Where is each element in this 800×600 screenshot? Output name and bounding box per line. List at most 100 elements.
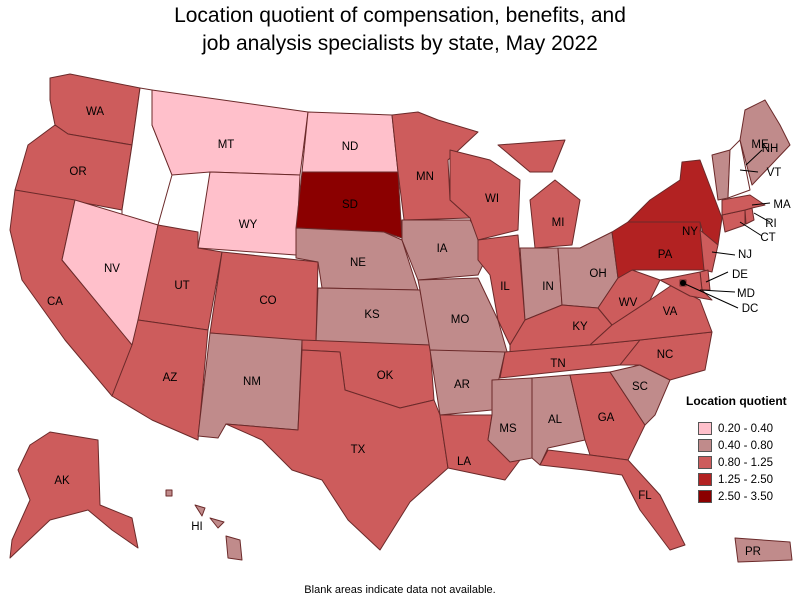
label-ks: KS [364, 309, 380, 321]
label-tn: TN [550, 358, 565, 370]
leader-vt [739, 169, 759, 173]
label-mi: MI [552, 217, 565, 229]
label-wa: WA [86, 106, 104, 118]
state-wy[interactable] [197, 171, 301, 256]
legend-label: 2.50 - 3.50 [718, 491, 773, 503]
label-ma: MA [773, 199, 791, 211]
leader-md [699, 289, 736, 293]
title-line-2: job analysis specialists by state, May 2… [202, 32, 598, 55]
label-wv: WV [619, 297, 638, 309]
state-sd[interactable] [295, 171, 403, 239]
leader-ma [751, 202, 771, 206]
legend-swatch [698, 439, 712, 453]
label-ga: GA [598, 412, 615, 424]
label-mt: MT [218, 139, 235, 151]
state-ny[interactable] [627, 159, 723, 246]
label-mo: MO [451, 314, 470, 326]
label-nh: NH [762, 143, 779, 155]
legend-swatch [698, 490, 712, 504]
label-co: CO [259, 295, 276, 307]
state-tx[interactable] [225, 349, 449, 551]
title-line-1: Location quotient of compensation, benef… [174, 4, 626, 27]
label-sd: SD [342, 199, 358, 211]
state-ak[interactable] [9, 431, 139, 559]
state-fl[interactable] [539, 449, 686, 551]
label-pa: PA [658, 249, 673, 261]
label-ri: RI [765, 218, 777, 230]
leader-nh [745, 149, 763, 166]
state-az[interactable] [111, 319, 209, 441]
leader-nj [711, 251, 736, 256]
label-nj: NJ [738, 249, 752, 261]
leader-ri [753, 212, 771, 223]
legend-item: 1.25 - 2.50 [698, 473, 773, 487]
label-nv: NV [104, 263, 120, 275]
label-ny: NY [682, 226, 698, 238]
label-ne: NE [350, 257, 366, 269]
label-ia: IA [437, 243, 448, 255]
label-mn: MN [416, 171, 434, 183]
label-wi: WI [485, 193, 499, 205]
label-oh: OH [589, 268, 606, 280]
state-hi[interactable] [165, 489, 243, 561]
label-la: LA [457, 456, 471, 468]
label-nd: ND [342, 141, 359, 153]
label-vt: VT [767, 167, 782, 179]
label-va: VA [663, 306, 678, 318]
state-vt[interactable] [711, 149, 731, 201]
legend-label: 0.40 - 0.80 [718, 440, 773, 452]
legend-label: 0.80 - 1.25 [718, 457, 773, 469]
label-me: ME [751, 139, 769, 151]
state-il[interactable] [477, 234, 526, 346]
state-ri[interactable] [744, 207, 755, 225]
label-or: OR [69, 166, 86, 178]
label-ky: KY [572, 321, 588, 333]
label-ct: CT [760, 232, 775, 244]
label-pr: PR [745, 546, 761, 558]
state-wi[interactable] [449, 149, 521, 241]
leader-de [705, 271, 729, 283]
state-sc[interactable] [609, 364, 671, 426]
label-tx: TX [351, 444, 366, 456]
state-nj[interactable] [699, 229, 719, 273]
state-pr[interactable] [734, 537, 793, 563]
label-in: IN [542, 281, 554, 293]
legend-item: 0.80 - 1.25 [698, 456, 773, 470]
state-nh[interactable] [727, 139, 751, 199]
label-az: AZ [163, 372, 178, 384]
legend-title: Location quotient [686, 394, 787, 408]
label-fl: FL [638, 490, 652, 502]
label-ut: UT [174, 280, 189, 292]
map-title: Location quotient of compensation, benef… [0, 2, 800, 58]
legend-label: 0.20 - 0.40 [718, 423, 773, 435]
state-mt[interactable] [151, 89, 309, 176]
label-md: MD [737, 288, 755, 300]
label-hi: HI [191, 521, 203, 533]
label-sc: SC [632, 381, 648, 393]
state-mn[interactable] [391, 111, 479, 221]
label-il: IL [500, 281, 510, 293]
label-al: AL [548, 414, 563, 426]
leader-dc [682, 282, 739, 309]
state-mi[interactable] [497, 139, 581, 249]
state-ia[interactable] [401, 219, 491, 281]
legend-swatch [698, 456, 712, 470]
label-ak: AK [54, 475, 70, 487]
label-wy: WY [239, 219, 258, 231]
label-ar: AR [454, 379, 470, 391]
label-de: DE [732, 269, 748, 281]
label-ok: OK [377, 370, 394, 382]
label-ms: MS [499, 423, 517, 435]
legend-item: 0.20 - 0.40 [698, 422, 773, 436]
state-ma[interactable] [721, 194, 766, 216]
legend-item: 2.50 - 3.50 [698, 490, 773, 504]
legend-swatch [698, 473, 712, 487]
state-me[interactable] [739, 99, 791, 186]
label-dc: DC [742, 303, 759, 315]
label-ca: CA [47, 296, 63, 308]
legend-item: 0.40 - 0.80 [698, 439, 773, 453]
label-nc: NC [657, 349, 674, 361]
leader-ct [739, 221, 763, 237]
footnote: Blank areas indicate data not available. [304, 584, 496, 596]
